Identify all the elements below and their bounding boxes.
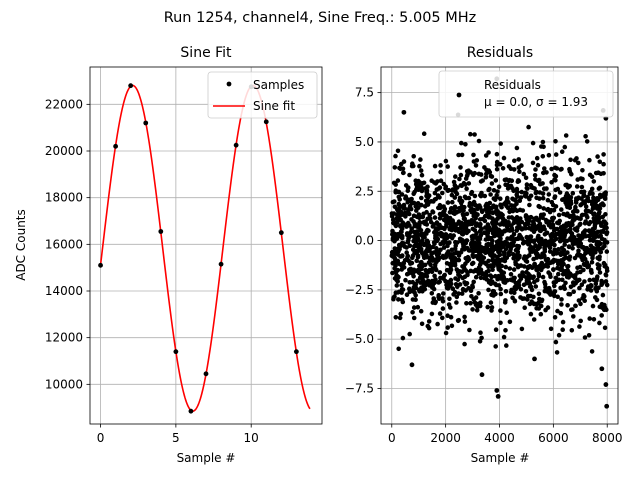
sine-fit-axes: Sine Fit 0 5 10 10000 12000 14000 16000 18000 20… — [14, 45, 323, 465]
x-tick-label: 5 — [172, 431, 180, 445]
y-tick-label: 5.0 — [355, 135, 374, 149]
legend-samples-marker — [226, 81, 232, 87]
x-tick-label: 0 — [388, 431, 396, 445]
residual-outlier-point — [599, 366, 605, 372]
sine-fit-plot-frame — [89, 66, 323, 425]
y-tick-label: 14000 — [45, 284, 83, 298]
sample-point — [203, 371, 209, 377]
x-tick-label: 6000 — [538, 431, 569, 445]
sine-fit-title: Sine Fit — [180, 45, 232, 61]
sample-point — [143, 120, 149, 126]
residual-outlier-point — [495, 393, 501, 399]
y-tick-label: −5.0 — [345, 332, 374, 346]
sine-fit-xlabel: Sample # — [177, 451, 236, 465]
legend-residuals-marker — [456, 92, 462, 98]
y-tick-label: −7.5 — [345, 381, 374, 395]
legend-samples-label: Samples — [253, 78, 304, 92]
y-tick-label: −2.5 — [345, 283, 374, 297]
residual-outlier-point — [401, 109, 407, 115]
residuals-xlabel: Sample # — [471, 451, 530, 465]
y-tick-label: 7.5 — [355, 86, 374, 100]
sample-point — [293, 349, 299, 355]
y-tick-label: 16000 — [45, 237, 83, 251]
sine-fit-ylabel: ADC Counts — [14, 209, 28, 281]
y-tick-label: 18000 — [45, 191, 83, 205]
sample-point — [173, 349, 179, 355]
sample-point — [128, 83, 134, 89]
sine-fit-line — [99, 84, 311, 412]
residuals-axes: Residuals 0 2000 4000 6000 8000 −7.5 −5.0 −2.5 0… — [345, 45, 623, 465]
residuals-plot-frame — [380, 66, 619, 425]
residual-outlier-point — [603, 382, 609, 387]
sample-point — [188, 408, 194, 414]
sine-fit-legend: Samples Sine fit — [207, 71, 318, 119]
x-tick-label: 4000 — [484, 431, 515, 445]
residual-outlier-point — [494, 388, 500, 393]
sample-point — [158, 229, 164, 234]
x-tick-label: 8000 — [592, 431, 623, 445]
y-tick-label: 12000 — [45, 331, 83, 345]
x-tick-label: 2000 — [430, 431, 461, 445]
legend-residuals-stats: μ = 0.0, σ = 1.93 — [484, 95, 588, 109]
residuals-title: Residuals — [467, 45, 533, 61]
y-tick-label: 22000 — [45, 97, 83, 111]
sample-point — [263, 119, 269, 125]
legend-residuals-label: Residuals — [484, 78, 541, 92]
legend-sine-fit-label: Sine fit — [253, 99, 295, 113]
sample-point — [233, 142, 239, 148]
residual-outlier-point — [604, 403, 610, 409]
sample-point — [218, 261, 224, 267]
sample-point — [278, 230, 284, 236]
sample-point — [113, 143, 119, 149]
sample-point — [98, 262, 103, 268]
residual-outlier-point — [532, 356, 537, 362]
y-tick-label: 10000 — [45, 377, 83, 391]
y-tick-label: 20000 — [45, 144, 83, 158]
residual-outlier-point — [479, 372, 485, 378]
figure-suptitle: Run 1254, channel4, Sine Freq.: 5.005 MH… — [164, 10, 477, 26]
residual-point-cloud — [389, 112, 610, 355]
y-tick-label: 2.5 — [355, 184, 374, 198]
residuals-legend: Residuals μ = 0.0, σ = 1.93 — [438, 70, 614, 118]
x-tick-label: 0 — [97, 431, 105, 445]
x-tick-label: 10 — [244, 431, 259, 445]
residual-outlier-point — [409, 362, 415, 368]
y-tick-label: 0.0 — [355, 234, 374, 248]
